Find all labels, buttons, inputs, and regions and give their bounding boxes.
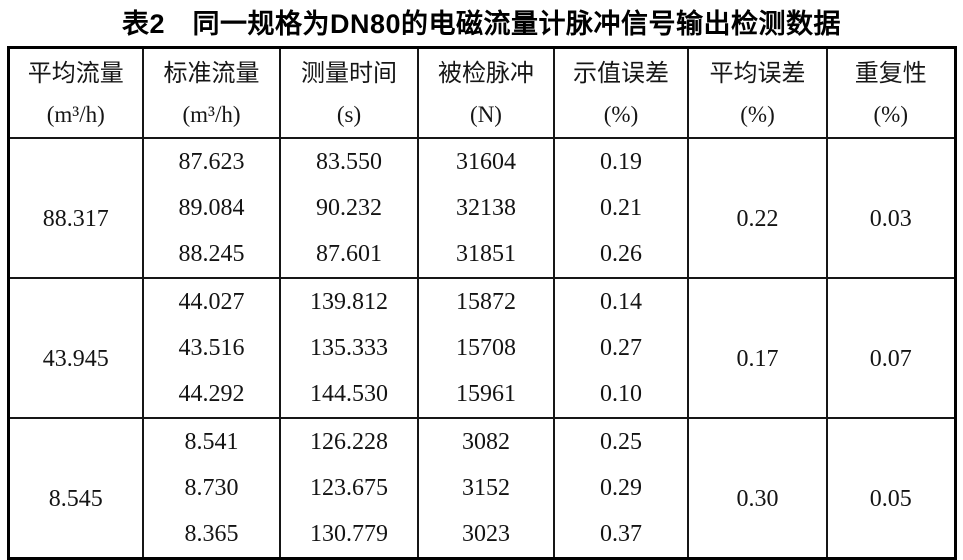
col-header-label: 示值误差 xyxy=(573,60,669,87)
cell-std-flow: 87.623 xyxy=(142,138,281,185)
cell-std-flow: 43.516 xyxy=(142,325,281,371)
table-header: 平均流量 (m³/h) 标准流量 (m³/h) 测量时间 (s) 被检脉冲 (N… xyxy=(7,47,956,139)
cell-indication-error: 0.10 xyxy=(553,371,689,418)
cell-checked-pulses: 15872 xyxy=(417,278,555,325)
table-row: 8.730 123.675 3152 0.29 xyxy=(8,465,955,511)
col-header-label: 标准流量 xyxy=(163,60,260,87)
col-header-repeatability: 重复性 (%) xyxy=(826,47,956,139)
cell-std-flow: 44.292 xyxy=(142,371,281,418)
cell-std-flow: 8.730 xyxy=(142,465,281,511)
cell-checked-pulses: 3082 xyxy=(417,418,555,465)
cell-repeatability: 0.07 xyxy=(826,278,956,418)
col-header-unit: (s) xyxy=(336,101,362,127)
cell-indication-error: 0.25 xyxy=(553,418,689,465)
cell-measure-time: 123.675 xyxy=(279,465,419,511)
cell-indication-error: 0.27 xyxy=(553,325,689,371)
cell-avg-error: 0.22 xyxy=(687,138,828,278)
table-row: 8.545 8.541 126.228 3082 0.25 0.30 0.05 xyxy=(7,418,956,559)
cell-indication-error: 0.26 xyxy=(553,231,689,278)
col-header-label: 重复性 xyxy=(854,60,927,87)
measurement-data-table: 平均流量 (m³/h) 标准流量 (m³/h) 测量时间 (s) 被检脉冲 (N… xyxy=(6,46,957,560)
cell-checked-pulses: 32138 xyxy=(417,185,555,231)
cell-avg-flow: 8.545 xyxy=(7,418,144,559)
cell-indication-error: 0.37 xyxy=(553,511,689,559)
cell-avg-error: 0.30 xyxy=(687,418,828,559)
col-header-avg-error: 平均误差 (%) xyxy=(687,47,828,139)
cell-checked-pulses: 31604 xyxy=(417,138,555,185)
col-header-checked-pulses: 被检脉冲 (N) xyxy=(417,47,555,139)
cell-measure-time: 90.232 xyxy=(279,185,419,231)
cell-repeatability: 0.03 xyxy=(826,138,956,278)
cell-std-flow: 89.084 xyxy=(142,185,281,231)
col-header-label: 平均误差 xyxy=(709,60,806,87)
cell-avg-flow: 88.317 xyxy=(7,138,144,278)
header-row: 平均流量 (m³/h) 标准流量 (m³/h) 测量时间 (s) 被检脉冲 (N… xyxy=(7,47,956,139)
cell-std-flow: 8.365 xyxy=(142,511,281,559)
flow-group-3: 8.545 8.541 126.228 3082 0.25 0.30 0.05 … xyxy=(7,418,956,559)
cell-std-flow: 88.245 xyxy=(142,231,281,278)
col-header-unit: (m³/h) xyxy=(46,101,105,127)
table-row: 89.084 90.232 32138 0.21 xyxy=(8,185,955,231)
col-header-unit: (N) xyxy=(470,101,502,127)
cell-repeatability: 0.05 xyxy=(826,418,956,559)
col-header-avg-flow: 平均流量 (m³/h) xyxy=(7,47,144,139)
cell-avg-error: 0.17 xyxy=(687,278,828,418)
cell-std-flow: 44.027 xyxy=(142,278,281,325)
col-header-label: 测量时间 xyxy=(301,60,397,87)
cell-checked-pulses: 15708 xyxy=(417,325,555,371)
cell-avg-flow: 43.945 xyxy=(7,278,144,418)
cell-indication-error: 0.14 xyxy=(553,278,689,325)
cell-measure-time: 83.550 xyxy=(279,138,419,185)
cell-checked-pulses: 15961 xyxy=(417,371,555,418)
col-header-unit: (m³/h) xyxy=(182,101,241,127)
table-row: 88.317 87.623 83.550 31604 0.19 0.22 0.0… xyxy=(7,138,956,278)
cell-checked-pulses: 31851 xyxy=(417,231,555,278)
cell-measure-time: 126.228 xyxy=(279,418,419,465)
cell-measure-time: 139.812 xyxy=(279,278,419,325)
flow-group-1: 88.317 87.623 83.550 31604 0.19 0.22 0.0… xyxy=(7,138,956,278)
col-header-unit: (%) xyxy=(873,101,908,127)
table-row: 44.292 144.530 15961 0.10 xyxy=(8,371,955,418)
cell-indication-error: 0.29 xyxy=(553,465,689,511)
table-row: 8.365 130.779 3023 0.37 xyxy=(8,511,955,559)
col-header-std-flow: 标准流量 (m³/h) xyxy=(142,47,281,139)
col-header-label: 被检脉冲 xyxy=(438,60,534,87)
col-header-indication-error: 示值误差 (%) xyxy=(553,47,689,139)
table-row: 43.516 135.333 15708 0.27 xyxy=(8,325,955,371)
cell-measure-time: 144.530 xyxy=(279,371,419,418)
cell-checked-pulses: 3023 xyxy=(417,511,555,559)
table-caption: 表2 同一规格为DN80的电磁流量计脉冲信号输出检测数据 xyxy=(121,9,842,39)
cell-indication-error: 0.19 xyxy=(553,138,689,185)
cell-indication-error: 0.21 xyxy=(553,185,689,231)
col-header-unit: (%) xyxy=(603,101,639,127)
cell-measure-time: 130.779 xyxy=(279,511,419,559)
table-row: 43.945 44.027 139.812 15872 0.14 0.17 0.… xyxy=(7,278,956,418)
col-header-label: 平均流量 xyxy=(27,60,124,87)
cell-measure-time: 87.601 xyxy=(279,231,419,278)
flow-group-2: 43.945 44.027 139.812 15872 0.14 0.17 0.… xyxy=(7,278,956,418)
cell-checked-pulses: 3152 xyxy=(417,465,555,511)
col-header-unit: (%) xyxy=(740,101,775,127)
cell-std-flow: 8.541 xyxy=(142,418,281,465)
table-row: 88.245 87.601 31851 0.26 xyxy=(8,231,955,278)
cell-measure-time: 135.333 xyxy=(279,325,419,371)
col-header-measure-time: 测量时间 (s) xyxy=(279,47,419,139)
